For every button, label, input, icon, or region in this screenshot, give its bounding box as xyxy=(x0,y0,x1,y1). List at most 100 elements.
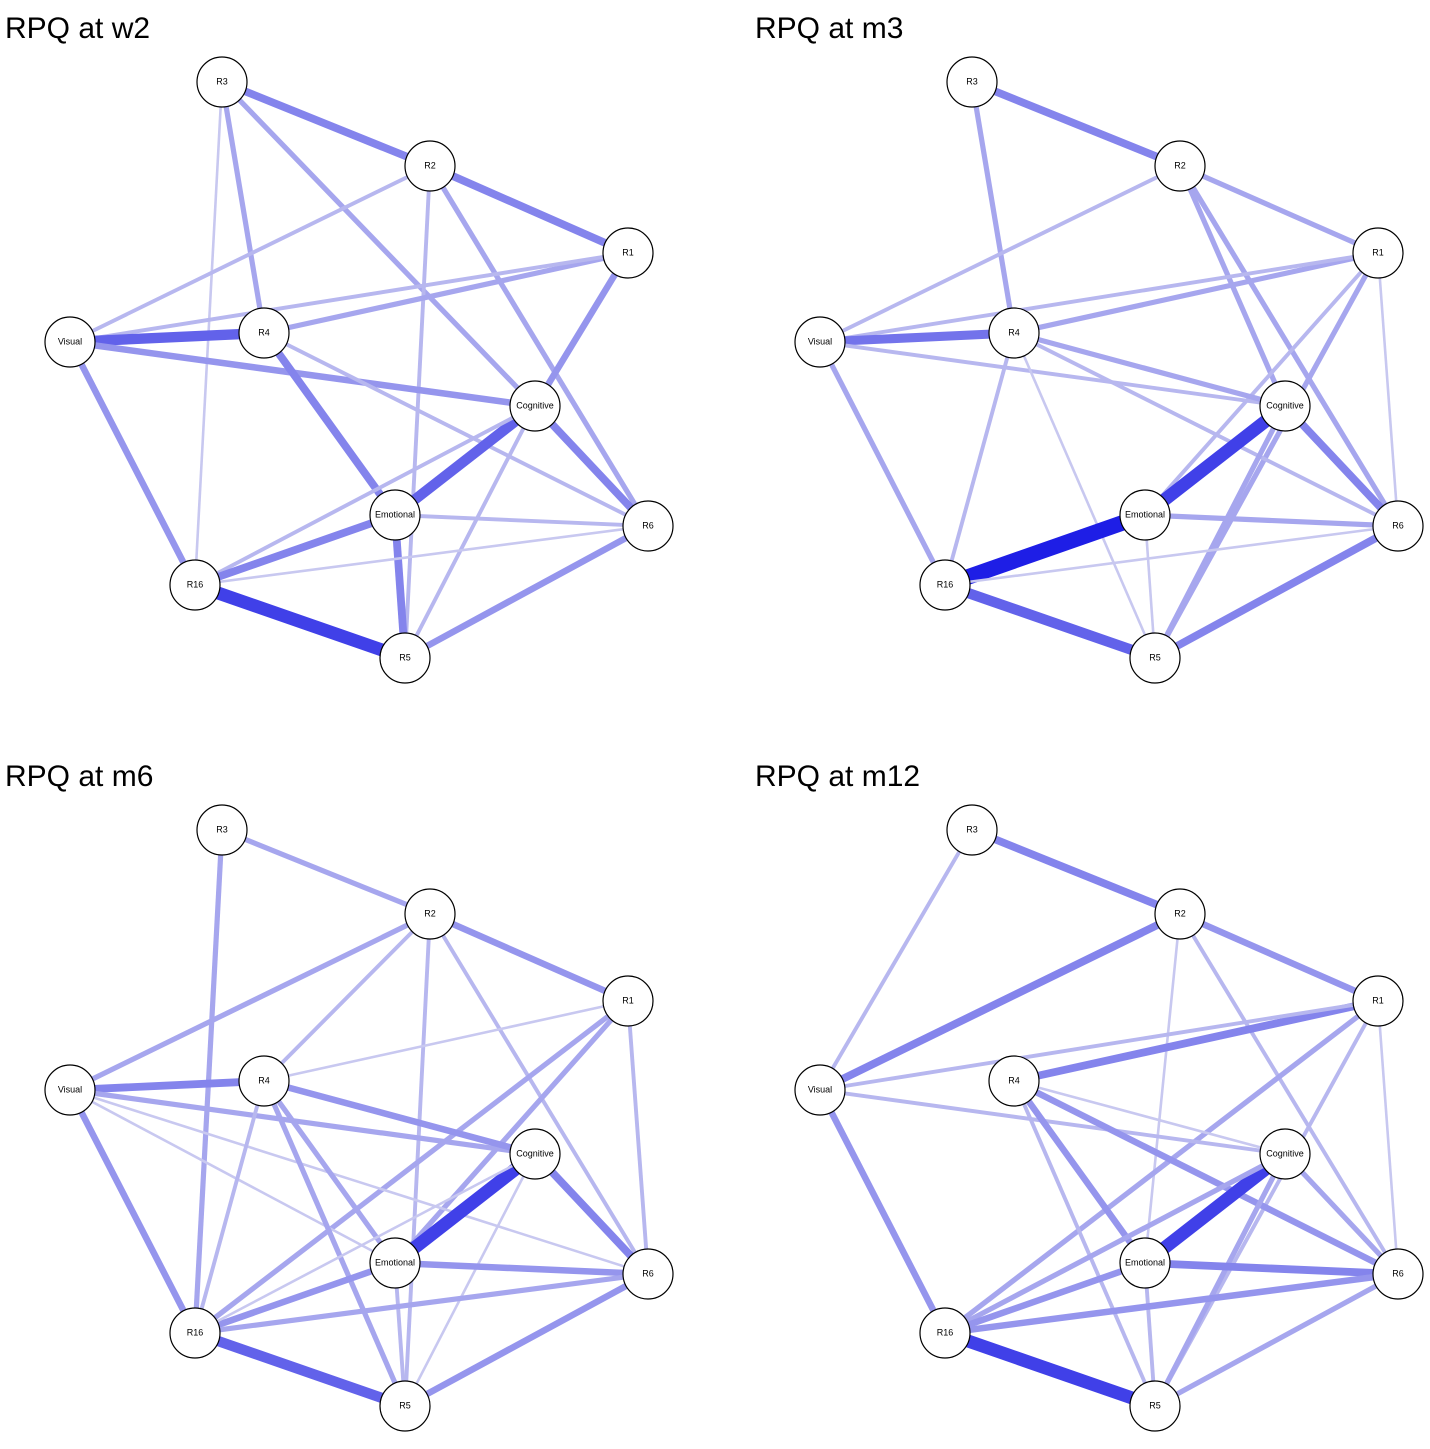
edge xyxy=(69,164,431,344)
edge xyxy=(261,1079,398,1265)
edge xyxy=(194,404,536,587)
edge xyxy=(69,1077,265,1094)
node-label: R1 xyxy=(1372,995,1384,1005)
edge xyxy=(393,999,630,1265)
node-label: Emotional xyxy=(1125,509,1165,519)
node xyxy=(1119,489,1171,541)
node-label: R6 xyxy=(1392,1268,1404,1278)
edge xyxy=(819,1088,1286,1156)
node-label: Visual xyxy=(808,336,832,346)
node xyxy=(196,56,248,108)
node-label: Visual xyxy=(58,336,82,346)
node-label: Cognitive xyxy=(1266,1148,1304,1158)
edge xyxy=(943,332,1016,586)
edge xyxy=(532,403,651,529)
node xyxy=(1129,1380,1181,1432)
node-label: Emotional xyxy=(1125,1257,1165,1267)
edge xyxy=(1141,400,1289,521)
edge xyxy=(819,340,1286,408)
edge xyxy=(192,578,408,665)
node-label: R2 xyxy=(424,160,436,170)
edge xyxy=(391,1148,539,1269)
node xyxy=(1372,1248,1424,1300)
edge xyxy=(1177,164,1401,528)
edge xyxy=(818,910,1182,1094)
node-label: Emotional xyxy=(375,1257,415,1267)
node xyxy=(1154,140,1206,192)
edge xyxy=(943,1151,1287,1336)
node-label: R16 xyxy=(187,579,204,589)
edges xyxy=(817,826,1400,1413)
node-label: R1 xyxy=(622,995,634,1005)
network-panel: RPQ at m3 R3 R2 R1 Visual R4 Cognitive Emotiona… xyxy=(755,12,1424,684)
edge xyxy=(1013,250,1379,336)
edge xyxy=(818,829,974,1091)
node-label: R4 xyxy=(258,327,270,337)
node xyxy=(1154,888,1206,940)
edge xyxy=(193,998,630,1336)
node-label: R4 xyxy=(1008,1075,1020,1085)
node xyxy=(1352,227,1404,279)
edge xyxy=(1152,1152,1288,1408)
edge xyxy=(1141,1148,1289,1269)
node xyxy=(602,975,654,1027)
node-label: R2 xyxy=(424,908,436,918)
node-label: Visual xyxy=(58,1084,82,1094)
node xyxy=(404,888,456,940)
edge xyxy=(69,1088,649,1276)
node-label: Cognitive xyxy=(1266,400,1304,410)
node xyxy=(919,559,971,611)
edge xyxy=(819,251,1379,344)
edge xyxy=(220,78,432,170)
edge xyxy=(427,164,651,528)
edge xyxy=(1013,1079,1286,1156)
node-label: R4 xyxy=(258,1075,270,1085)
node xyxy=(379,632,431,684)
node-label: R2 xyxy=(1174,908,1186,918)
node-label: R5 xyxy=(399,652,411,662)
edge xyxy=(944,1270,1399,1337)
node-label: R5 xyxy=(399,1400,411,1410)
node xyxy=(919,1307,971,1359)
panel-title: RPQ at w2 xyxy=(5,12,150,45)
edge xyxy=(819,328,1015,347)
edge xyxy=(261,1079,408,1408)
node xyxy=(988,307,1040,359)
node-label: R1 xyxy=(622,247,634,257)
network-panel: RPQ at m12 R3 R2 R1 Visual R4 Cognitive Emotion… xyxy=(755,760,1424,1432)
edge xyxy=(1376,252,1400,527)
node-label: R16 xyxy=(187,1327,204,1337)
edge xyxy=(194,1271,649,1336)
edge xyxy=(532,1151,651,1277)
panel-title: RPQ at m6 xyxy=(5,760,153,793)
node xyxy=(1259,380,1311,432)
edge xyxy=(1013,330,1286,409)
node-label: R3 xyxy=(216,76,228,86)
network-panel: RPQ at w2 R3 R2 R1 Visual R4 Cognitive Emotiona… xyxy=(5,12,674,684)
edge xyxy=(626,1000,650,1275)
edge xyxy=(532,251,631,408)
edge xyxy=(403,405,537,659)
edges xyxy=(67,78,651,665)
edge xyxy=(260,330,399,518)
edge xyxy=(1011,1079,1148,1265)
node-label: Cognitive xyxy=(516,400,554,410)
node-label: R3 xyxy=(966,76,978,86)
edge xyxy=(819,164,1181,344)
edge xyxy=(1178,912,1400,1276)
node xyxy=(509,1128,561,1180)
edge xyxy=(69,1087,536,1157)
node xyxy=(1372,500,1424,552)
edge xyxy=(1282,403,1401,529)
edge xyxy=(193,511,397,589)
node xyxy=(379,1380,431,1432)
node xyxy=(622,500,674,552)
node xyxy=(946,56,998,108)
edge xyxy=(942,1326,1158,1413)
edge xyxy=(943,998,1380,1336)
edge xyxy=(1143,251,1380,517)
edge xyxy=(403,1153,537,1407)
node-label: R6 xyxy=(642,520,654,530)
edge xyxy=(817,1088,948,1335)
